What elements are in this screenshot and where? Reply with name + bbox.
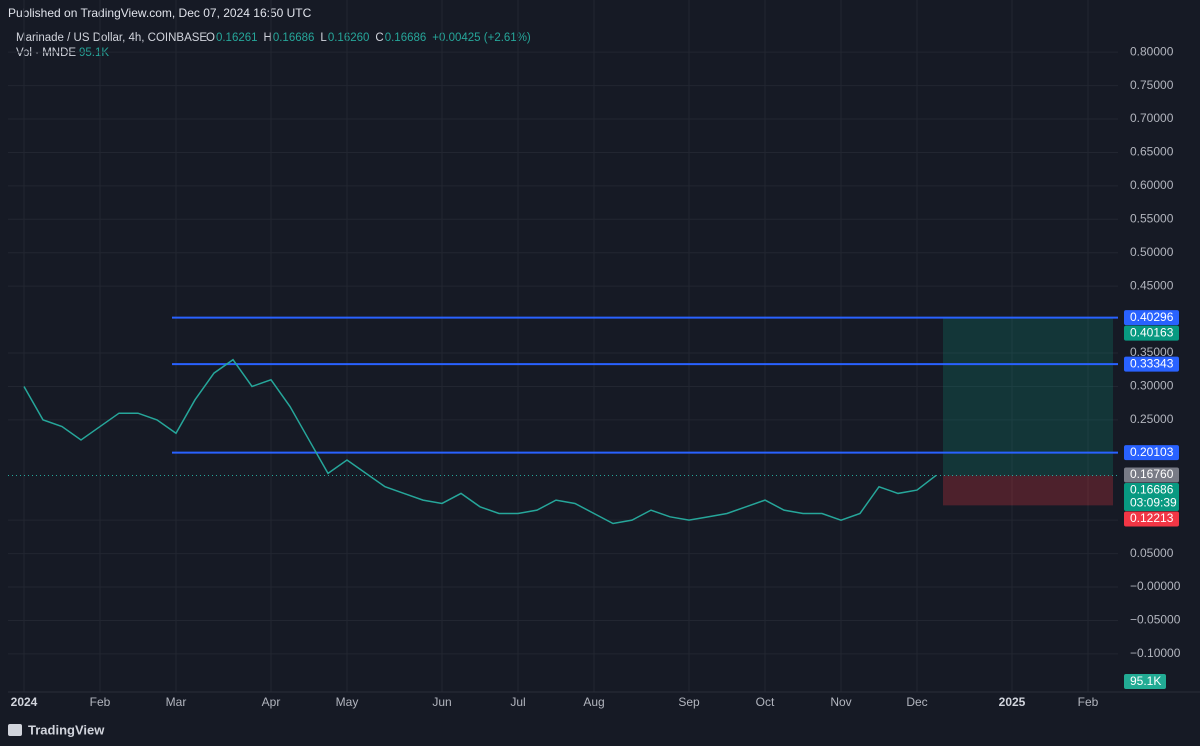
volume-badge bbox=[1124, 674, 1166, 689]
y-tick-label: 0.50000 bbox=[1130, 245, 1174, 259]
ohlc-value: 0.16261 bbox=[216, 32, 258, 44]
ohlc-key: C bbox=[375, 32, 383, 44]
x-tick-label: 2024 bbox=[11, 695, 38, 709]
y-tick-label: 0.70000 bbox=[1130, 111, 1174, 125]
y-tick-label: 0.30000 bbox=[1130, 379, 1174, 393]
price-badge-label: 0.40296 bbox=[1130, 310, 1174, 324]
price-line bbox=[23, 358, 937, 525]
x-tick-label: 2025 bbox=[999, 695, 1026, 709]
volume-label: Vol · MNDE bbox=[16, 47, 76, 59]
volume-value: 95.1K bbox=[79, 47, 109, 59]
y-tick-label: 0.45000 bbox=[1130, 278, 1174, 292]
y-tick-label: 0.75000 bbox=[1130, 78, 1174, 92]
published-note: Published on TradingView.com, Dec 07, 20… bbox=[8, 6, 312, 20]
price-badge-label: 0.33343 bbox=[1130, 356, 1174, 370]
x-tick-label: Jul bbox=[510, 695, 525, 709]
ohlc-value: 0.16260 bbox=[328, 32, 370, 44]
logo bbox=[8, 724, 22, 736]
price-change: +0.00425 (+2.61%) bbox=[432, 32, 531, 44]
footer: TradingView bbox=[8, 722, 105, 737]
price-badge-label: 0.20103 bbox=[1130, 445, 1174, 459]
x-tick-label: Feb bbox=[90, 695, 111, 709]
price-badge bbox=[1124, 445, 1179, 461]
ohlc-value: 0.16686 bbox=[273, 32, 315, 44]
x-tick-label: Sep bbox=[678, 695, 700, 709]
y-tick-label: 0.80000 bbox=[1130, 44, 1174, 58]
y-tick-label: −0.00000 bbox=[1130, 579, 1181, 593]
x-tick-label: Apr bbox=[262, 695, 281, 709]
price-badge-label: 0.16760 bbox=[1130, 467, 1174, 481]
ohlc-key: O bbox=[206, 32, 215, 44]
y-tick-label: 0.60000 bbox=[1130, 178, 1174, 192]
symbol: Marinade / US Dollar, 4h, COINBASE bbox=[16, 32, 207, 44]
y-tick-label: 0.25000 bbox=[1130, 412, 1174, 426]
x-tick-label: Aug bbox=[583, 695, 604, 709]
y-tick-label: −0.10000 bbox=[1130, 646, 1181, 660]
x-tick-label: Oct bbox=[756, 695, 775, 709]
position-loss-zone bbox=[943, 475, 1113, 506]
ohlc-key: H bbox=[264, 32, 272, 44]
price-badge bbox=[1124, 467, 1179, 483]
price-badge bbox=[1124, 511, 1179, 527]
x-tick-label: Mar bbox=[166, 695, 187, 709]
price-badge-label: 0.12213 bbox=[1130, 511, 1174, 525]
price-badge-label: 0.16686 bbox=[1130, 483, 1174, 497]
brand: TradingView bbox=[28, 722, 105, 737]
price-badge-label: 0.40163 bbox=[1130, 325, 1174, 339]
position-profit-zone bbox=[943, 318, 1113, 476]
x-tick-label: Nov bbox=[830, 695, 851, 709]
countdown: 03:09:39 bbox=[1130, 496, 1177, 510]
y-tick-label: −0.05000 bbox=[1130, 613, 1181, 627]
x-tick-label: Jun bbox=[432, 695, 451, 709]
price-badge bbox=[1124, 482, 1179, 511]
y-tick-label: 0.05000 bbox=[1130, 546, 1174, 560]
x-tick-label: Feb bbox=[1078, 695, 1099, 709]
volume-badge-label: 95.1K bbox=[1130, 674, 1161, 688]
y-tick-label: 0.65000 bbox=[1130, 145, 1174, 159]
x-tick-label: May bbox=[336, 695, 359, 709]
price-badge bbox=[1124, 356, 1179, 372]
price-badge bbox=[1124, 310, 1179, 326]
x-tick-label: Dec bbox=[906, 695, 927, 709]
y-tick-label: 0.55000 bbox=[1130, 211, 1174, 225]
ohlc-value: 0.16686 bbox=[385, 32, 427, 44]
ohlc-key: L bbox=[320, 32, 327, 44]
y-tick-label: 0.35000 bbox=[1130, 345, 1174, 359]
price-badge bbox=[1124, 325, 1179, 341]
